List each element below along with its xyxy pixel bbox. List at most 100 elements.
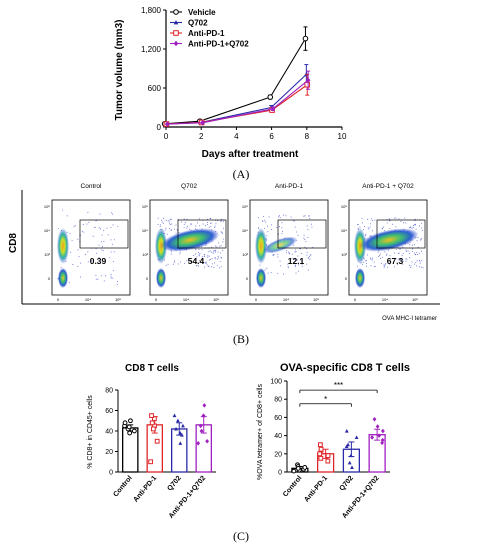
panel-b-event-dot	[175, 224, 177, 226]
panel-b-event-dot	[307, 236, 309, 238]
panel-a-label: (A)	[233, 167, 250, 181]
panel-b-event-dot	[386, 222, 388, 224]
panel-a-axes: 0 2 4 6 8 10 0 600 1,200 1,800	[141, 6, 347, 141]
panel-b-event-dot	[161, 221, 163, 223]
panel-c2-data-point	[354, 435, 359, 439]
panel-b-event-dot	[399, 248, 401, 250]
panel-b-plot: Control 10⁵ 10⁴ 10³ 0 0.39 0 10⁴ 10⁵	[44, 183, 131, 302]
panel-b-event-dot	[287, 263, 289, 265]
panel-c2-data-point	[350, 465, 354, 469]
panel-b-event-dot	[222, 249, 224, 251]
panel-b-event-dot	[197, 265, 200, 267]
panel-c1-y-axis-label: % CD8+ in CD45+ cells	[87, 395, 94, 469]
panel-b-event-dot	[99, 228, 102, 230]
panel-c2-y-tick-label: 20	[274, 451, 282, 458]
panel-b-event-dot	[420, 266, 422, 268]
panel-b-event-dot	[402, 246, 404, 248]
panel-b-event-dot	[308, 215, 310, 217]
panel-b-event-dot	[416, 251, 418, 253]
panel-b-event-dot	[183, 218, 185, 220]
panel-b-event-dot	[305, 240, 307, 243]
panel-b-event-dot	[216, 258, 218, 260]
panel-b-event-dot	[195, 225, 197, 227]
panel-b-event-dot	[294, 226, 296, 228]
panel-b-event-dot	[186, 225, 189, 227]
panel-b-event-dot	[311, 226, 313, 228]
panel-b-event-dot	[278, 216, 280, 218]
panel-b-event-dot	[210, 266, 212, 268]
panel-c1-category-label: Control	[112, 475, 133, 499]
panel-b-event-dot	[189, 260, 192, 262]
panel-b-event-dot	[87, 251, 89, 253]
panel-b-event-dot	[77, 238, 79, 240]
panel-b-x-tick-label: 0	[57, 297, 60, 302]
panel-b-event-dot	[112, 261, 114, 263]
panel-b-event-dot	[103, 240, 105, 243]
panel-b-event-dot	[414, 218, 416, 220]
panel-b-event-dot	[101, 246, 104, 248]
panel-b-event-dot	[169, 219, 171, 221]
panel-b-event-dot	[214, 258, 216, 260]
panel-b-event-dot	[167, 263, 169, 265]
panel-b-event-dot	[58, 228, 60, 230]
panel-b-event-dot	[257, 227, 260, 229]
panel-c2-y-tick-label: 0	[278, 470, 282, 477]
panel-c2-data-point	[317, 442, 323, 448]
panel-c2-title: OVA-specific CD8 T cells	[280, 362, 410, 374]
panel-b-event-dot	[215, 223, 217, 225]
panel-b-event-dot	[420, 250, 423, 252]
panel-b-event-dot	[264, 227, 266, 229]
panel-c2-category-label: Q702	[339, 475, 355, 493]
panel-c1-data-point	[202, 403, 207, 408]
panel-b-event-dot	[201, 249, 203, 251]
panel-b-event-dot	[294, 249, 296, 251]
panel-b-event-dot	[301, 263, 303, 265]
panel-b-event-dot	[294, 257, 296, 259]
panel-b-event-dot	[105, 275, 107, 277]
panel-b-event-dot	[208, 255, 210, 257]
panel-b-event-dot	[368, 228, 370, 230]
panel-b-event-dot	[208, 251, 210, 253]
panel-a-legend-marker	[173, 9, 179, 15]
panel-b-density-core	[156, 268, 166, 288]
panel-b-event-dot	[194, 253, 197, 255]
panel-b-event-dot	[98, 227, 100, 229]
panel-b-event-dot	[415, 228, 417, 230]
panel-b-gate	[376, 219, 426, 249]
panel-b-event-dot	[112, 224, 114, 226]
panel-b-event-dot	[371, 259, 373, 261]
panel-b-event-dot	[68, 282, 70, 284]
panel-b-event-dot	[84, 253, 86, 256]
panel-c1-data-point	[181, 423, 185, 428]
panel-b-event-dot	[420, 238, 422, 240]
panel-b-density-core	[359, 228, 419, 252]
panel-c2-data-point	[302, 465, 308, 470]
panel-b-event-dot	[278, 215, 280, 217]
panel-b-event-dot	[306, 254, 308, 256]
panel-b-event-dot	[166, 233, 168, 235]
panel-b-event-dot	[77, 265, 79, 267]
panel-b-event-dot	[159, 224, 161, 226]
panel-b-event-dot	[220, 221, 222, 223]
panel-c1-data-point	[172, 413, 177, 418]
panel-b-event-dot	[281, 232, 283, 235]
panel-b-event-dot	[210, 222, 212, 224]
panel-b-event-dot	[411, 250, 414, 252]
panel-a-x-tick-label: 0	[164, 132, 169, 141]
panel-b-event-dot	[296, 231, 298, 233]
panel-b-event-dot	[291, 257, 293, 259]
panel-b-event-dot	[223, 221, 225, 223]
panel-b-event-dot	[402, 252, 404, 255]
panel-b-event-dot	[299, 248, 301, 250]
panel-c2-data-point	[318, 446, 324, 452]
panel-b-event-dot	[82, 223, 84, 226]
panel-b-event-dot	[404, 217, 406, 219]
panel-b-event-dot	[273, 254, 275, 256]
panel-b-gate-percent: 12.1	[288, 256, 305, 266]
panel-b-event-dot	[395, 226, 397, 228]
panel-b-event-dot	[214, 251, 216, 253]
panel-b-event-dot	[95, 248, 97, 250]
panel-b-event-dot	[117, 281, 119, 283]
panel-b-event-dot	[398, 259, 400, 261]
